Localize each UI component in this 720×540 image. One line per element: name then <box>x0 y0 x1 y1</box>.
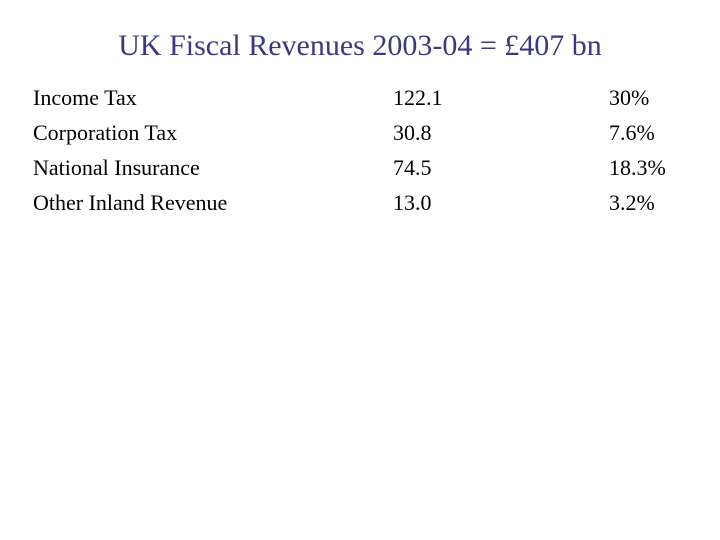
table-row: Corporation Tax 30.8 7.6% <box>33 115 693 150</box>
revenue-name: National Insurance <box>33 155 200 180</box>
revenue-share: 18.3% <box>609 155 666 180</box>
revenue-value: 122.1 <box>393 85 443 110</box>
revenue-value: 30.8 <box>393 120 432 145</box>
revenue-name: Income Tax <box>33 85 137 110</box>
revenue-share: 3.2% <box>609 190 655 215</box>
revenue-name: Corporation Tax <box>33 120 178 145</box>
revenue-table: Income Tax 122.1 30% Corporation Tax 30.… <box>33 80 693 220</box>
revenue-value: 13.0 <box>393 190 432 215</box>
table-row: Income Tax 122.1 30% <box>33 80 693 115</box>
revenue-share: 30% <box>609 85 650 110</box>
revenue-name: Other Inland Revenue <box>33 190 228 215</box>
table-row: National Insurance 74.5 18.3% <box>33 150 693 185</box>
revenue-share: 7.6% <box>609 120 655 145</box>
slide-title: UK Fiscal Revenues 2003-04 = £407 bn <box>118 29 602 62</box>
revenue-value: 74.5 <box>393 155 432 180</box>
table-row: Other Inland Revenue 13.0 3.2% <box>33 185 693 220</box>
